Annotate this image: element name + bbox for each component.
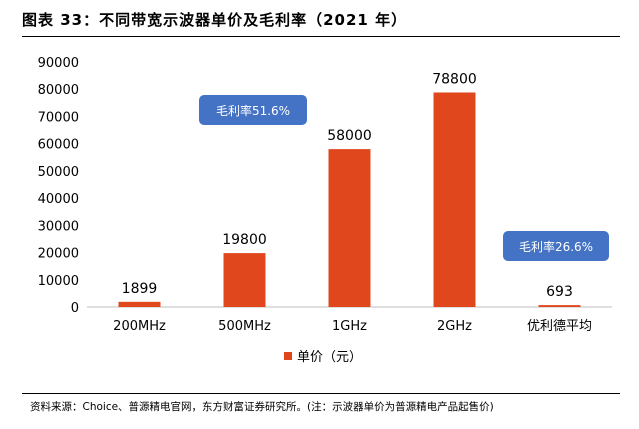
y-tick-label: 50000 [38, 165, 79, 180]
y-tick-label: 0 [71, 301, 79, 316]
data-label: 693 [546, 284, 573, 300]
x-axis-labels: 200MHz 500MHz 1GHz 2GHz 优利德平均 [113, 319, 592, 334]
data-label: 58000 [327, 128, 372, 144]
annotation-box [199, 95, 307, 125]
bar-series [118, 92, 581, 307]
x-tick-label: 优利德平均 [527, 319, 592, 334]
bar [223, 253, 266, 307]
figure-title: 图表 33：不同带宽示波器单价及毛利率（2021 年） [22, 11, 408, 29]
bar [538, 305, 581, 307]
data-label: 19800 [222, 232, 267, 248]
data-label: 1899 [122, 281, 158, 297]
y-tick-label: 30000 [38, 219, 79, 234]
y-axis: 0 10000 20000 30000 40000 50000 60000 70000 8000… [38, 56, 79, 316]
x-tick-label: 200MHz [113, 319, 166, 334]
y-tick-label: 20000 [38, 247, 79, 262]
data-labels: 1899 19800 58000 78800 693 [122, 71, 573, 300]
y-tick-label: 10000 [38, 274, 79, 289]
annotation-text: 毛利率26.6% [519, 239, 593, 254]
title-divider [22, 36, 620, 37]
bar [328, 149, 371, 307]
y-tick-label: 40000 [38, 192, 79, 207]
annotation-box [503, 231, 609, 261]
source-divider [22, 393, 620, 394]
annotation-text: 毛利率51.6% [216, 103, 290, 118]
x-tick-label: 1GHz [332, 319, 367, 334]
bar [118, 301, 161, 307]
y-tick-label: 70000 [38, 110, 79, 125]
legend-swatch [284, 352, 292, 360]
annotation-margin-500mhz: 毛利率51.6% [199, 95, 307, 125]
legend: 单价（元） [284, 350, 362, 365]
source-note: 资料来源：Choice、普源精电官网，东方财富证券研究所。(注：示波器单价为普源… [30, 401, 494, 413]
y-tick-label: 60000 [38, 138, 79, 153]
x-tick-label: 500MHz [218, 319, 271, 334]
annotation-margin-uni-t: 毛利率26.6% [503, 231, 609, 261]
legend-label: 单价（元） [297, 350, 362, 365]
x-tick-label: 2GHz [437, 319, 472, 334]
y-tick-label: 80000 [38, 83, 79, 98]
bar [433, 92, 476, 307]
data-label: 78800 [432, 71, 477, 87]
y-tick-label: 90000 [38, 56, 79, 71]
